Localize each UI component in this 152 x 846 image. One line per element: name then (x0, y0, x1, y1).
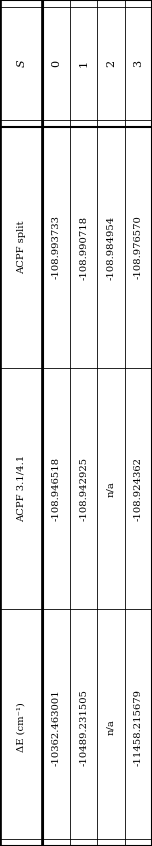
Text: 0: 0 (51, 60, 61, 67)
Text: n/a: n/a (106, 720, 116, 735)
Text: -10362.463001: -10362.463001 (52, 689, 61, 766)
Text: -108.942925: -108.942925 (79, 457, 88, 520)
Text: -108.984954: -108.984954 (106, 216, 116, 279)
Text: 1: 1 (79, 60, 89, 67)
Text: 2: 2 (106, 60, 116, 67)
Text: -108.946518: -108.946518 (52, 457, 61, 520)
Text: -108.990718: -108.990718 (79, 216, 88, 279)
Text: -108.924362: -108.924362 (134, 457, 143, 520)
Text: ΔE (cm⁻¹): ΔE (cm⁻¹) (17, 703, 26, 752)
Text: -108.976570: -108.976570 (134, 216, 143, 279)
Text: -10489.231505: -10489.231505 (79, 689, 88, 766)
Text: ACPF split: ACPF split (17, 221, 26, 274)
Text: S: S (16, 59, 26, 68)
Text: n/a: n/a (106, 481, 116, 497)
Text: -108.993733: -108.993733 (52, 216, 61, 279)
Text: -11458.215679: -11458.215679 (134, 689, 143, 766)
Text: ACPF 3.1/4.1: ACPF 3.1/4.1 (17, 455, 26, 522)
Text: 3: 3 (133, 60, 143, 67)
